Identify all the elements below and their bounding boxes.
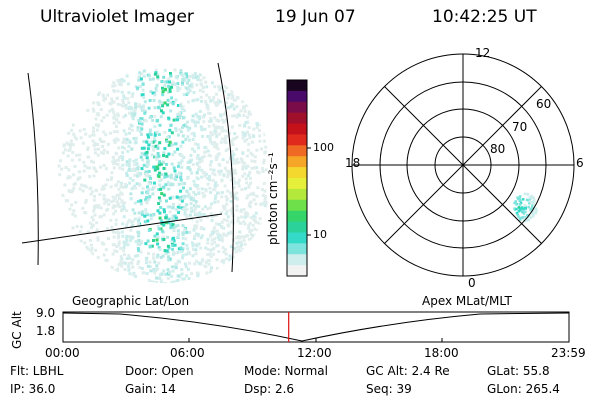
colorbar-segment [287, 188, 307, 201]
mlt-label-18: 18 [345, 156, 361, 170]
filter-readout: Flt: LBHL [10, 364, 64, 378]
timeline-y-tick-bottom: 1.8 [36, 324, 56, 338]
timeline-x-tick-0000: 00:00 [45, 346, 80, 360]
instrument-title: Ultraviolet Imager [40, 7, 194, 27]
geographic-image [21, 62, 268, 283]
mlt-label-12: 12 [475, 46, 491, 60]
altitude-timeline [62, 311, 570, 343]
colorbar-segment [287, 221, 307, 233]
mode-readout: Mode: Normal [244, 364, 328, 378]
door-readout: Door: Open [125, 364, 194, 378]
timeline-x-tick-1800: 18:00 [424, 346, 459, 360]
polar-diagonal-2 [384, 86, 542, 244]
date-label: 19 Jun 07 [275, 7, 356, 27]
colorbar-segment [287, 123, 307, 135]
glat-readout: GLat: 55.8 [487, 364, 550, 378]
altitude-curve [62, 312, 570, 342]
mlat-label-60: 60 [536, 97, 552, 111]
latitude-line [21, 213, 223, 244]
timeline-y-label: GC Alt [10, 311, 24, 349]
colorbar-frame [286, 79, 308, 277]
colorbar-segment [287, 134, 307, 146]
colorbar-segment [287, 199, 307, 212]
colorbar-segment [287, 232, 307, 244]
timeline-y-tick-top: 9.0 [36, 306, 56, 320]
seq-readout: Seq: 39 [366, 382, 412, 396]
colorbar-segment [287, 210, 307, 223]
timeline-right-title: Apex MLat/MLT [422, 294, 512, 308]
glon-readout: GLon: 265.4 [487, 382, 560, 396]
colorbar-segment [287, 145, 307, 157]
colorbar-segment [287, 243, 307, 255]
colorbar-segment [287, 156, 307, 168]
colorbar-unit-label: photon cm⁻²s⁻¹ [266, 152, 280, 245]
colorbar-segment [287, 90, 307, 103]
timeline-x-tick-1200: 12:00 [297, 346, 332, 360]
colorbar-label-10: 10 [313, 228, 327, 241]
time-label: 10:42:25 UT [432, 7, 537, 27]
gain-readout: Gain: 14 [125, 382, 176, 396]
mlt-label-0: 0 [468, 276, 476, 290]
mlat-label-70: 70 [512, 120, 528, 134]
colorbar-label-100: 100 [313, 141, 334, 154]
timeline-frame [62, 311, 570, 343]
mlat-label-80: 80 [490, 142, 506, 156]
longitude-line-left [27, 72, 39, 266]
colorbar-segment [287, 254, 307, 266]
timeline-x-tick-0600: 06:00 [170, 346, 205, 360]
polar-plot [351, 53, 575, 277]
mlt-label-6: 6 [576, 156, 584, 170]
timeline-x-tick-2359: 23:59 [551, 346, 586, 360]
colorbar [286, 79, 311, 277]
colorbar-segment [287, 112, 307, 125]
colorbar-segment [287, 101, 307, 114]
colorbar-segment [287, 178, 307, 190]
dsp-readout: Dsp: 2.6 [244, 382, 295, 396]
ip-readout: IP: 36.0 [10, 382, 56, 396]
longitude-line-right [217, 62, 234, 273]
gc-alt-readout: GC Alt: 2.4 Re [366, 364, 450, 378]
colorbar-segment [287, 167, 307, 179]
colorbar-segment [287, 80, 307, 92]
colorbar-segment [287, 265, 307, 277]
timeline-left-title: Geographic Lat/Lon [72, 294, 190, 308]
